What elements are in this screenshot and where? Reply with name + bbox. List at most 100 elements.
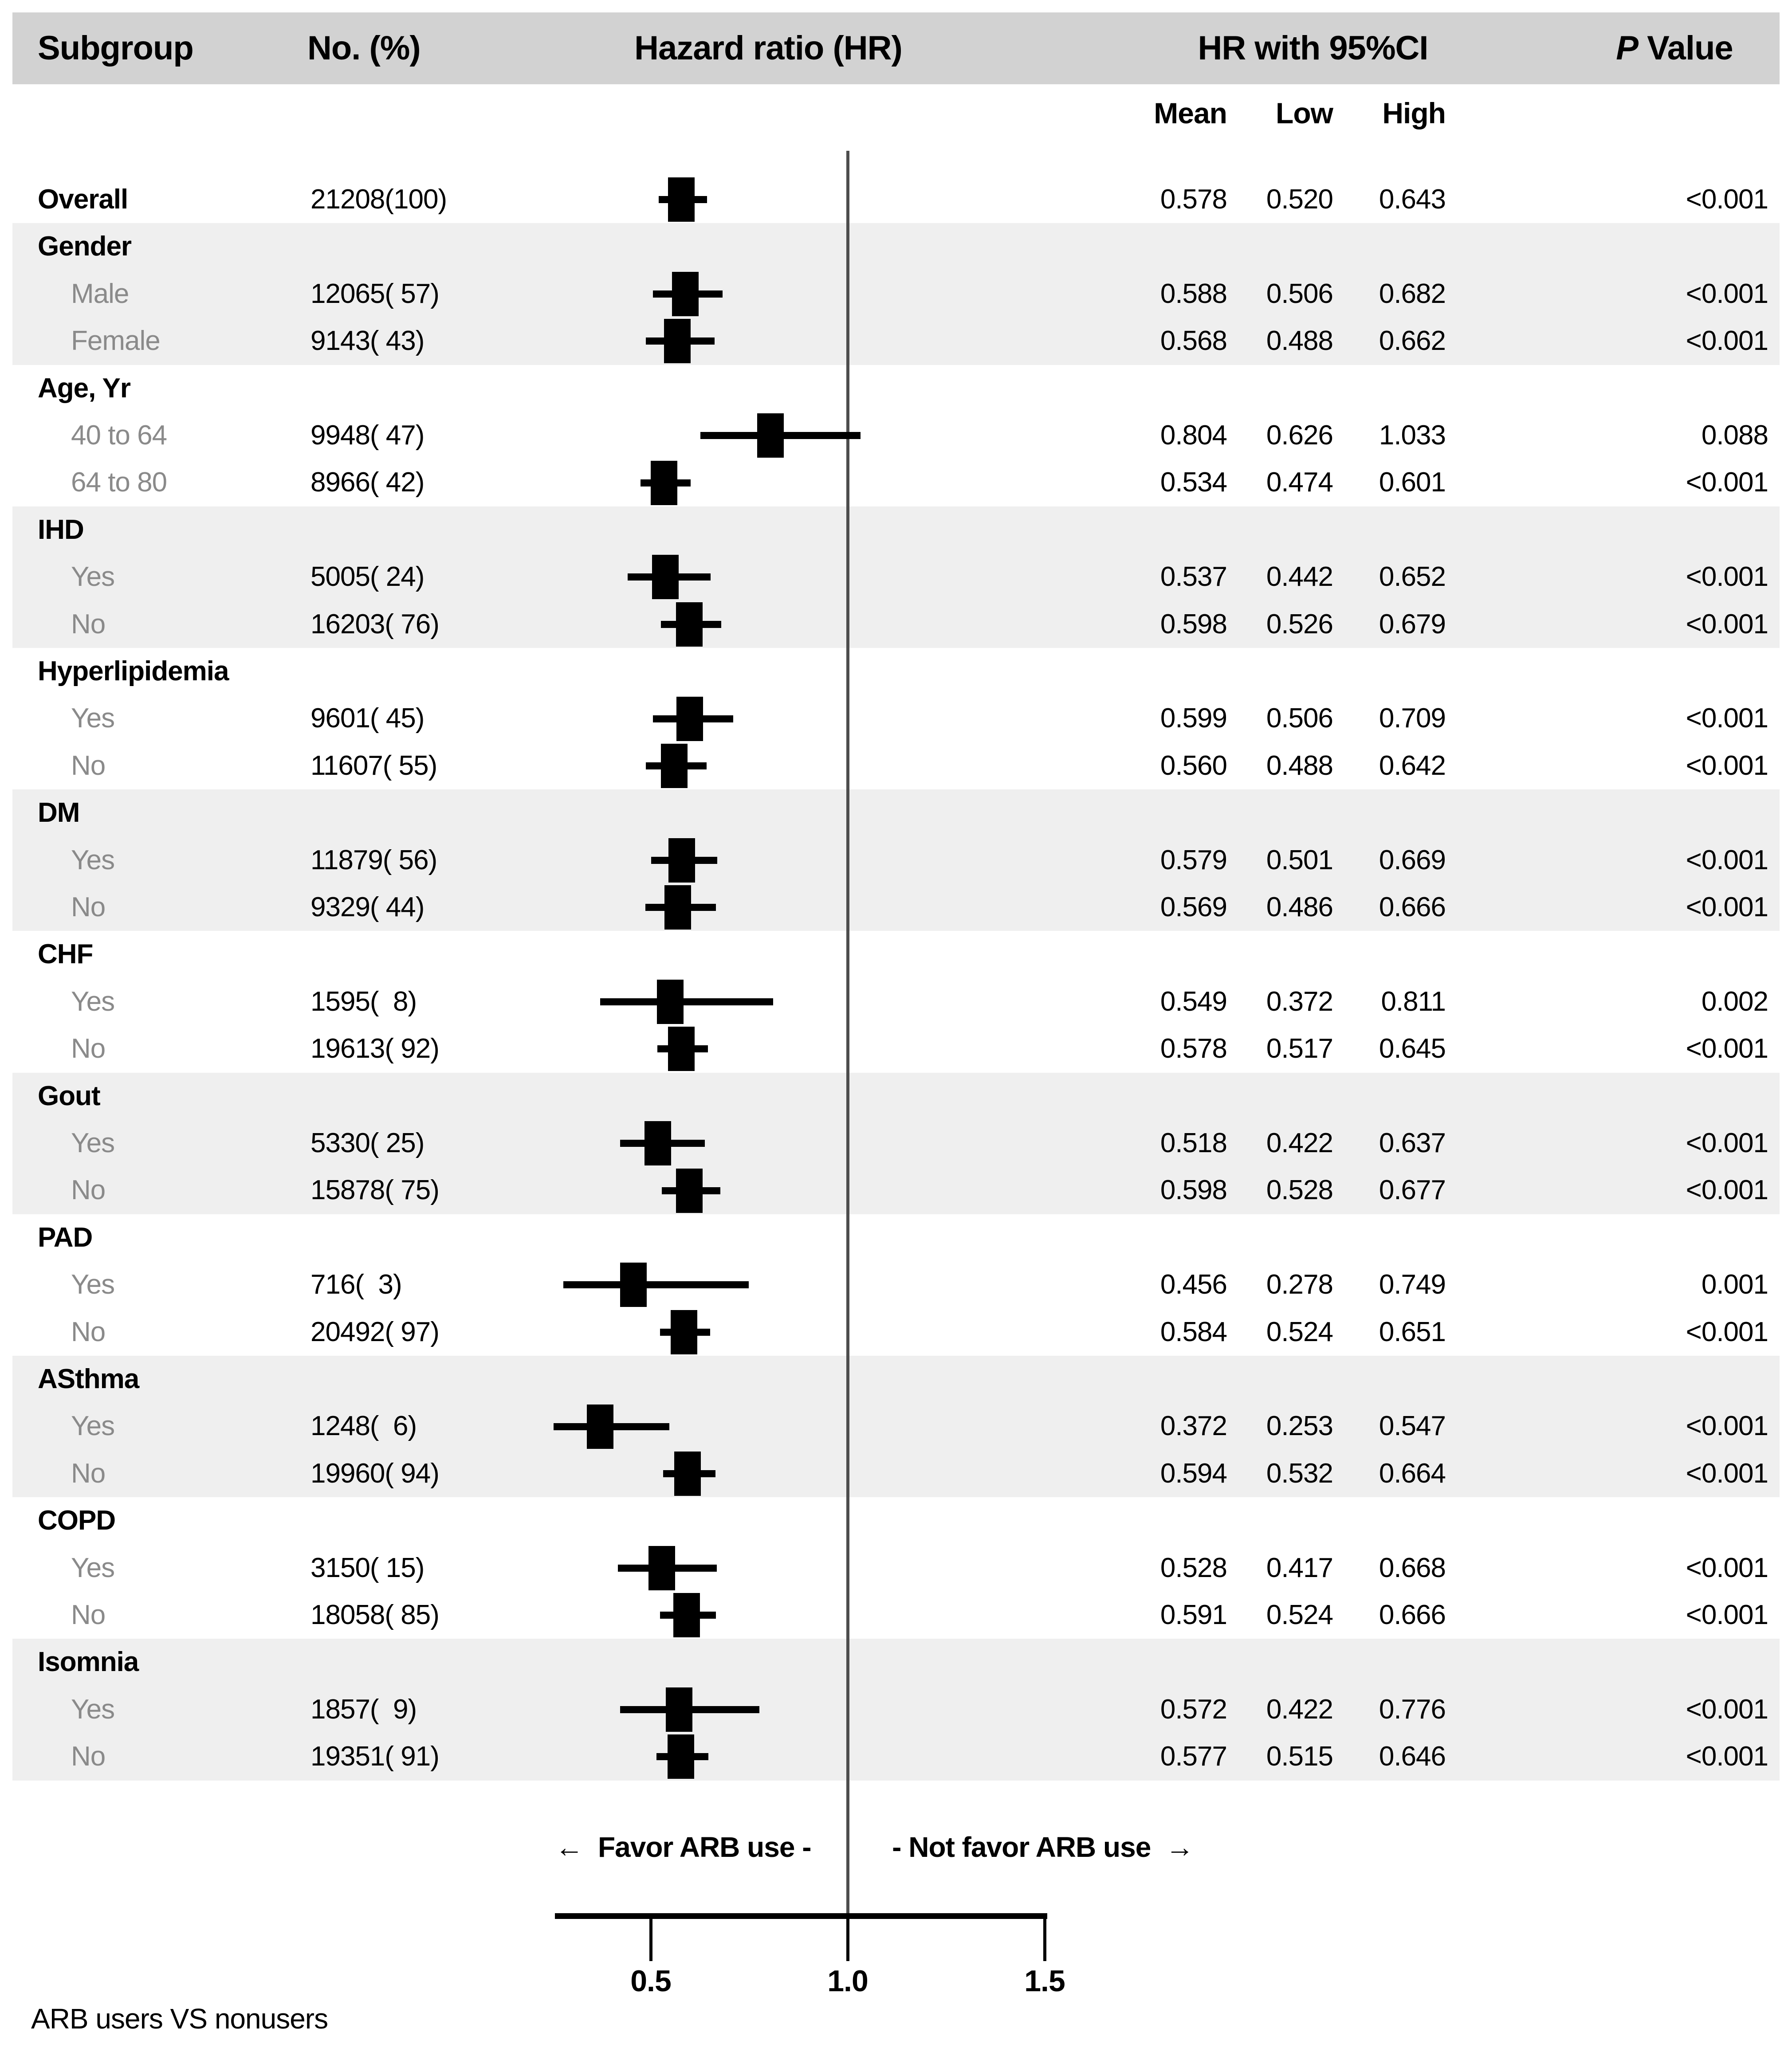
table-row: Yes 716( 3) 0.456 0.278 0.749 0.001	[0, 1261, 1792, 1308]
hr-marker	[676, 696, 703, 741]
high-cell: 0.651	[1379, 1316, 1446, 1347]
mean-cell: 0.572	[1160, 1694, 1227, 1725]
axis-tick-label: 1.5	[1024, 1964, 1065, 1998]
table-row: Age, Yr	[0, 365, 1792, 412]
row-label: Yes	[71, 703, 115, 734]
row-label: No	[71, 1600, 106, 1630]
table-row: Yes 5005( 24) 0.537 0.442 0.652 <0.001	[0, 553, 1792, 600]
high-cell: 0.666	[1379, 1600, 1446, 1630]
mean-cell: 0.804	[1160, 420, 1227, 451]
high-cell: 0.709	[1379, 703, 1446, 734]
hr-marker	[665, 1687, 692, 1732]
low-cell: 0.422	[1266, 1694, 1333, 1725]
high-cell: 0.643	[1379, 184, 1446, 215]
table-row: Male 12065( 57) 0.588 0.506 0.682 <0.001	[0, 271, 1792, 318]
row-count: 18058( 85)	[310, 1600, 440, 1630]
row-count: 3150( 15)	[310, 1552, 424, 1583]
row-label: Hyperlipidemia	[38, 656, 229, 687]
mean-cell: 0.560	[1160, 750, 1227, 781]
table-row: Yes 5330( 25) 0.518 0.422 0.637 <0.001	[0, 1120, 1792, 1167]
high-cell: 0.662	[1379, 326, 1446, 357]
p-value-cell: <0.001	[1686, 1600, 1768, 1630]
column-header-no-pct: No. (%)	[307, 29, 421, 67]
row-count: 21208(100)	[310, 184, 447, 215]
mean-cell: 0.598	[1160, 608, 1227, 640]
high-cell: 0.668	[1379, 1552, 1446, 1583]
hr-marker	[648, 1546, 675, 1590]
low-cell: 0.506	[1266, 278, 1333, 309]
row-count: 11607( 55)	[310, 750, 437, 781]
axis-tick	[1043, 1919, 1046, 1961]
group-band	[12, 1639, 1780, 1781]
mean-cell: 0.456	[1160, 1269, 1227, 1300]
p-value-cell: <0.001	[1686, 608, 1768, 640]
table-row: Gender	[0, 223, 1792, 270]
high-cell: 0.666	[1379, 892, 1446, 922]
hr-marker	[670, 1310, 697, 1354]
high-cell: 0.669	[1379, 844, 1446, 875]
row-label: Yes	[71, 561, 115, 592]
p-value-cell: <0.001	[1686, 1741, 1768, 1772]
row-label: Female	[71, 326, 161, 357]
mean-cell: 0.577	[1160, 1741, 1227, 1772]
low-cell: 0.626	[1266, 420, 1333, 451]
favor-right-label: - Not favor ARB use →	[892, 1831, 1194, 1863]
p-value-cell: <0.001	[1686, 1694, 1768, 1725]
hr-marker	[661, 743, 688, 788]
row-count: 9143( 43)	[310, 326, 424, 357]
mean-cell: 0.549	[1160, 986, 1227, 1017]
row-count: 11879( 56)	[310, 844, 437, 875]
hr-marker	[676, 1168, 703, 1213]
p-value-rest-label: Value	[1638, 29, 1733, 67]
low-cell: 0.253	[1266, 1411, 1333, 1442]
axis-tick	[649, 1919, 652, 1961]
high-cell: 0.652	[1379, 561, 1446, 592]
p-value-cell: <0.001	[1686, 561, 1768, 592]
p-italic-label: P	[1616, 29, 1639, 67]
table-row: 64 to 80 8966( 42) 0.534 0.474 0.601 <0.001	[0, 459, 1792, 506]
x-axis-line	[555, 1913, 1047, 1919]
table-row: No 19960( 94) 0.594 0.532 0.664 <0.001	[0, 1450, 1792, 1497]
p-value-cell: <0.001	[1686, 1411, 1768, 1442]
row-label: Yes	[71, 1694, 115, 1725]
table-row: No 20492( 97) 0.584 0.524 0.651 <0.001	[0, 1309, 1792, 1356]
ci-line	[600, 998, 774, 1005]
hr-marker	[676, 602, 703, 647]
favor-left-label: ← Favor ARB use -	[555, 1831, 811, 1863]
table-row: No 18058( 85) 0.591 0.524 0.666 <0.001	[0, 1592, 1792, 1639]
table-row: No 11607( 55) 0.560 0.488 0.642 <0.001	[0, 742, 1792, 789]
row-label: Isomnia	[38, 1647, 139, 1678]
high-cell: 1.033	[1379, 420, 1446, 451]
table-row: Yes 1248( 6) 0.372 0.253 0.547 <0.001	[0, 1403, 1792, 1450]
low-cell: 0.515	[1266, 1741, 1333, 1772]
hr-marker	[664, 319, 691, 364]
row-label: PAD	[38, 1222, 93, 1253]
low-cell: 0.517	[1266, 1033, 1333, 1064]
group-band	[12, 789, 1780, 931]
mean-cell: 0.372	[1160, 1411, 1227, 1442]
table-row: PAD	[0, 1214, 1792, 1261]
high-cell: 0.547	[1379, 1411, 1446, 1442]
low-cell: 0.442	[1266, 561, 1333, 592]
table-row: 40 to 64 9948( 47) 0.804 0.626 1.033 0.088	[0, 412, 1792, 459]
row-count: 8966( 42)	[310, 467, 424, 498]
p-value-cell: <0.001	[1686, 467, 1768, 498]
hr-marker	[651, 460, 678, 505]
table-row: DM	[0, 789, 1792, 836]
hr-marker	[757, 413, 784, 458]
hr-marker	[674, 1451, 701, 1496]
low-cell: 0.524	[1266, 1316, 1333, 1347]
high-cell: 0.645	[1379, 1033, 1446, 1064]
row-count: 1248( 6)	[310, 1411, 417, 1442]
row-count: 716( 3)	[310, 1269, 402, 1300]
p-value-cell: <0.001	[1686, 750, 1768, 781]
mean-cell: 0.568	[1160, 326, 1227, 357]
hr-marker	[644, 1121, 671, 1166]
p-value-cell: 0.088	[1701, 420, 1768, 451]
row-label: COPD	[38, 1505, 116, 1536]
table-row: No 15878( 75) 0.598 0.528 0.677 <0.001	[0, 1167, 1792, 1214]
table-row: No 19613( 92) 0.578 0.517 0.645 <0.001	[0, 1025, 1792, 1072]
mean-cell: 0.534	[1160, 467, 1227, 498]
row-count: 9329( 44)	[310, 892, 424, 922]
